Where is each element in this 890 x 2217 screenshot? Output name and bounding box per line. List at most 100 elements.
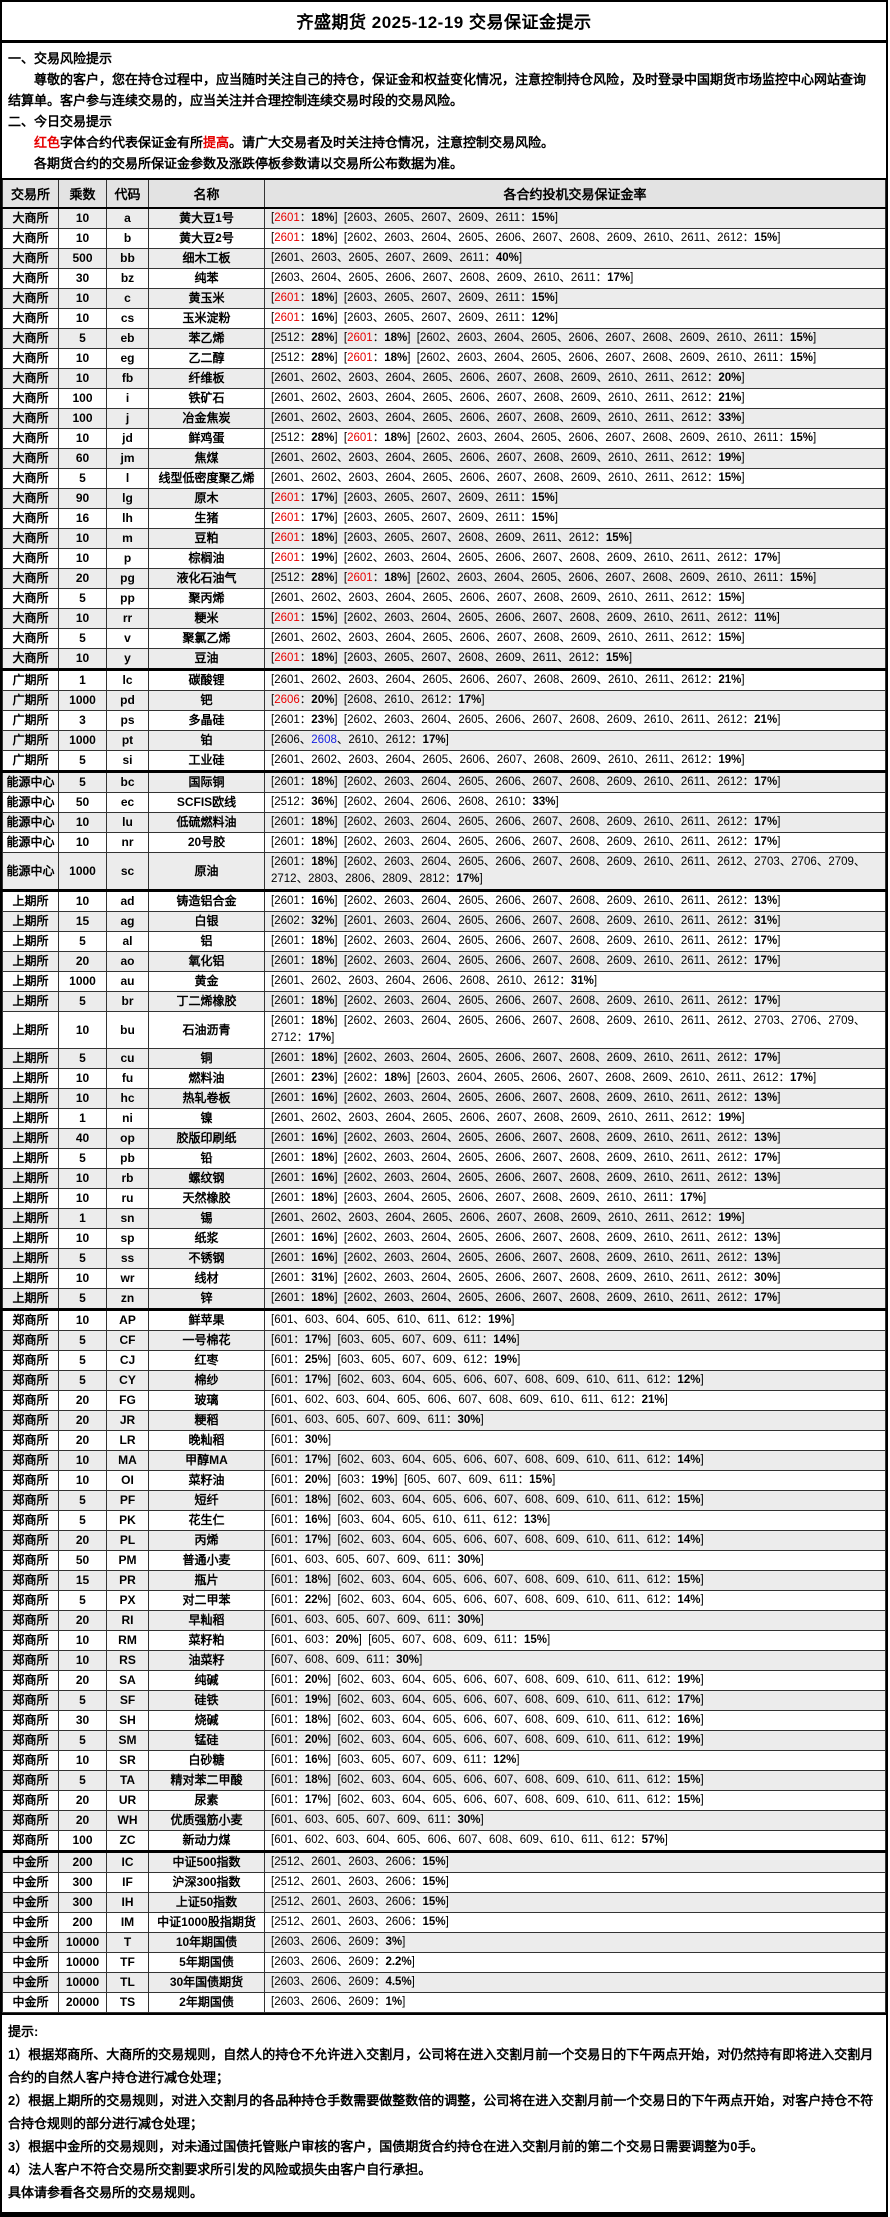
multiplier-cell: 1000 (58, 852, 107, 891)
name-cell: 优质强筋小麦 (148, 1810, 265, 1831)
name-cell: 棕榈油 (148, 548, 265, 569)
name-cell: 镍 (148, 1108, 265, 1129)
multiplier-cell: 5 (58, 1690, 107, 1711)
multiplier-cell: 50 (58, 792, 107, 813)
rates-cell: [2601：16%] [2602、2603、2604、2605、2606、260… (264, 1128, 886, 1149)
margin-row: 大商所 10 b 黄大豆2号 [2601：18%] [2602、2603、2604、26… (2, 228, 886, 249)
multiplier-cell: 50 (58, 1550, 107, 1571)
code-cell: ps (106, 710, 149, 731)
exchange-cell: 上期所 (2, 971, 59, 992)
col-header-multiplier: 乘数 (58, 178, 107, 209)
margin-row: 中金所 10000 T 10年期国债 [2603、2606、2609：3%] (2, 1932, 886, 1953)
name-cell: 螺纹钢 (148, 1168, 265, 1189)
multiplier-cell: 10 (58, 648, 107, 670)
rates-cell: [2602：32%] [2601、2603、2604、2605、2606、260… (264, 911, 886, 932)
margin-row: 郑商所 5 PF 短纤 [601：18%] [602、603、604、605、606、6… (2, 1490, 886, 1511)
code-cell: PF (106, 1490, 149, 1511)
multiplier-cell: 1000 (58, 971, 107, 992)
margin-row: 大商所 20 pg 液化石油气 [2512：28%] [2601：18%] [2602、… (2, 568, 886, 589)
rates-cell: [2601、2602、2603、2604、2605、2606、2607、2608… (264, 408, 886, 429)
exchange-cell: 大商所 (2, 408, 59, 429)
exchange-cell: 大商所 (2, 448, 59, 469)
margin-row: 郑商所 20 WH 优质强筋小麦 [601、603、605、607、609、611：30… (2, 1810, 886, 1831)
code-cell: TF (106, 1952, 149, 1973)
rates-cell: [2601：16%] [2602、2603、2604、2605、2606、260… (264, 1228, 886, 1249)
multiplier-cell: 30 (58, 268, 107, 289)
margin-row: 上期所 15 ag 白银 [2602：32%] [2601、2603、2604、2605… (2, 911, 886, 932)
name-cell: 上证50指数 (148, 1892, 265, 1913)
multiplier-cell: 10 (58, 1630, 107, 1651)
name-cell: 白银 (148, 911, 265, 932)
multiplier-cell: 30 (58, 1710, 107, 1731)
exchange-cell: 上期所 (2, 991, 59, 1012)
name-cell: 氧化铝 (148, 951, 265, 972)
exchange-cell: 郑商所 (2, 1590, 59, 1611)
multiplier-cell: 10 (58, 288, 107, 309)
exchange-cell: 能源中心 (2, 832, 59, 853)
code-cell: MA (106, 1450, 149, 1471)
rates-cell: [601、603、605、607、609、611：30%] (264, 1610, 886, 1631)
name-cell: 胶版印刷纸 (148, 1128, 265, 1149)
name-cell: 尿素 (148, 1790, 265, 1811)
exchange-cell: 大商所 (2, 207, 59, 229)
name-cell: 花生仁 (148, 1510, 265, 1531)
rates-cell: [2601：18%] [2603、2605、2607、2609、2611：15%… (264, 207, 886, 229)
name-cell: 2年期国债 (148, 1992, 265, 2013)
code-cell: IF (106, 1872, 149, 1893)
name-cell: 粳米 (148, 608, 265, 629)
rates-cell: [2512、2601、2603、2606：15%] (264, 1912, 886, 1933)
table-body: 大商所 10 a 黄大豆1号 [2601：18%] [2603、2605、2607、26… (2, 207, 886, 2013)
margin-row: 上期所 10 hc 热轧卷板 [2601：16%] [2602、2603、2604、26… (2, 1088, 886, 1109)
margin-row: 大商所 5 eb 苯乙烯 [2512：28%] [2601：18%] [2602、260… (2, 328, 886, 349)
margin-rate-table: 交易所 乘数 代码 名称 各合约投机交易保证金率 大商所 10 a 黄大豆1号 [260… (2, 178, 886, 2013)
margin-row: 大商所 10 fb 纤维板 [2601、2602、2603、2604、2605、2606… (2, 368, 886, 389)
code-cell: pg (106, 568, 149, 589)
multiplier-cell: 20 (58, 1810, 107, 1831)
code-cell: lu (106, 812, 149, 833)
code-cell: CY (106, 1370, 149, 1391)
multiplier-cell: 5 (58, 1590, 107, 1611)
page-title: 齐盛期货 2025-12-19 交易保证金提示 (2, 2, 886, 43)
multiplier-cell: 10 (58, 889, 107, 912)
exchange-cell: 大商所 (2, 428, 59, 449)
margin-row: 郑商所 10 OI 菜籽油 [601：20%] [603：19%] [605、607、6… (2, 1470, 886, 1491)
exchange-cell: 上期所 (2, 1088, 59, 1109)
code-cell: b (106, 228, 149, 249)
risk-heading: 一、交易风险提示 (8, 51, 113, 66)
code-cell: SH (106, 1710, 149, 1731)
name-cell: 不锈钢 (148, 1248, 265, 1269)
code-cell: lh (106, 508, 149, 529)
name-cell: 硅铁 (148, 1690, 265, 1711)
multiplier-cell: 10 (58, 368, 107, 389)
margin-row: 上期所 10 ad 铸造铝合金 [2601：16%] [2602、2603、2604、2… (2, 889, 886, 912)
margin-row: 能源中心 5 bc 国际铜 [2601：18%] [2602、2603、2604、260… (2, 770, 886, 793)
multiplier-cell: 5 (58, 1148, 107, 1169)
rates-cell: [2601、2602、2603、2604、2605、2606、2607、2608… (264, 468, 886, 489)
code-cell: WH (106, 1810, 149, 1831)
rates-cell: [2601、2602、2603、2604、2605、2606、2607、2608… (264, 388, 886, 409)
exchange-cell: 郑商所 (2, 1390, 59, 1411)
rates-cell: [601：17%] [602、603、604、605、606、607、608、6… (264, 1450, 886, 1471)
name-cell: 对二甲苯 (148, 1590, 265, 1611)
multiplier-cell: 10 (58, 308, 107, 329)
margin-row: 郑商所 5 SM 锰硅 [601：20%] [602、603、604、605、606、6… (2, 1730, 886, 1751)
margin-row: 大商所 10 cs 玉米淀粉 [2601：16%] [2603、2605、2607、26… (2, 308, 886, 329)
name-cell: 丁二烯橡胶 (148, 991, 265, 1012)
exchange-cell: 上期所 (2, 911, 59, 932)
exchange-cell: 郑商所 (2, 1810, 59, 1831)
exchange-cell: 大商所 (2, 548, 59, 569)
name-cell: 棉纱 (148, 1370, 265, 1391)
name-cell: 钯 (148, 690, 265, 711)
margin-row: 中金所 20000 TS 2年期国债 [2603、2606、2609：1%] (2, 1992, 886, 2013)
margin-row: 郑商所 20 PL 丙烯 [601：17%] [602、603、604、605、606、… (2, 1530, 886, 1551)
code-cell: wr (106, 1268, 149, 1289)
exchange-cell: 郑商所 (2, 1770, 59, 1791)
multiplier-cell: 1000 (58, 730, 107, 751)
multiplier-cell: 100 (58, 408, 107, 429)
code-cell: lg (106, 488, 149, 509)
name-cell: 中证500指数 (148, 1850, 265, 1873)
margin-row: 郑商所 10 RM 菜籽粕 [601、603：20%] [605、607、608、609… (2, 1630, 886, 1651)
exchange-cell: 能源中心 (2, 852, 59, 891)
exchange-cell: 上期所 (2, 1248, 59, 1269)
name-cell: 新动力煤 (148, 1830, 265, 1852)
